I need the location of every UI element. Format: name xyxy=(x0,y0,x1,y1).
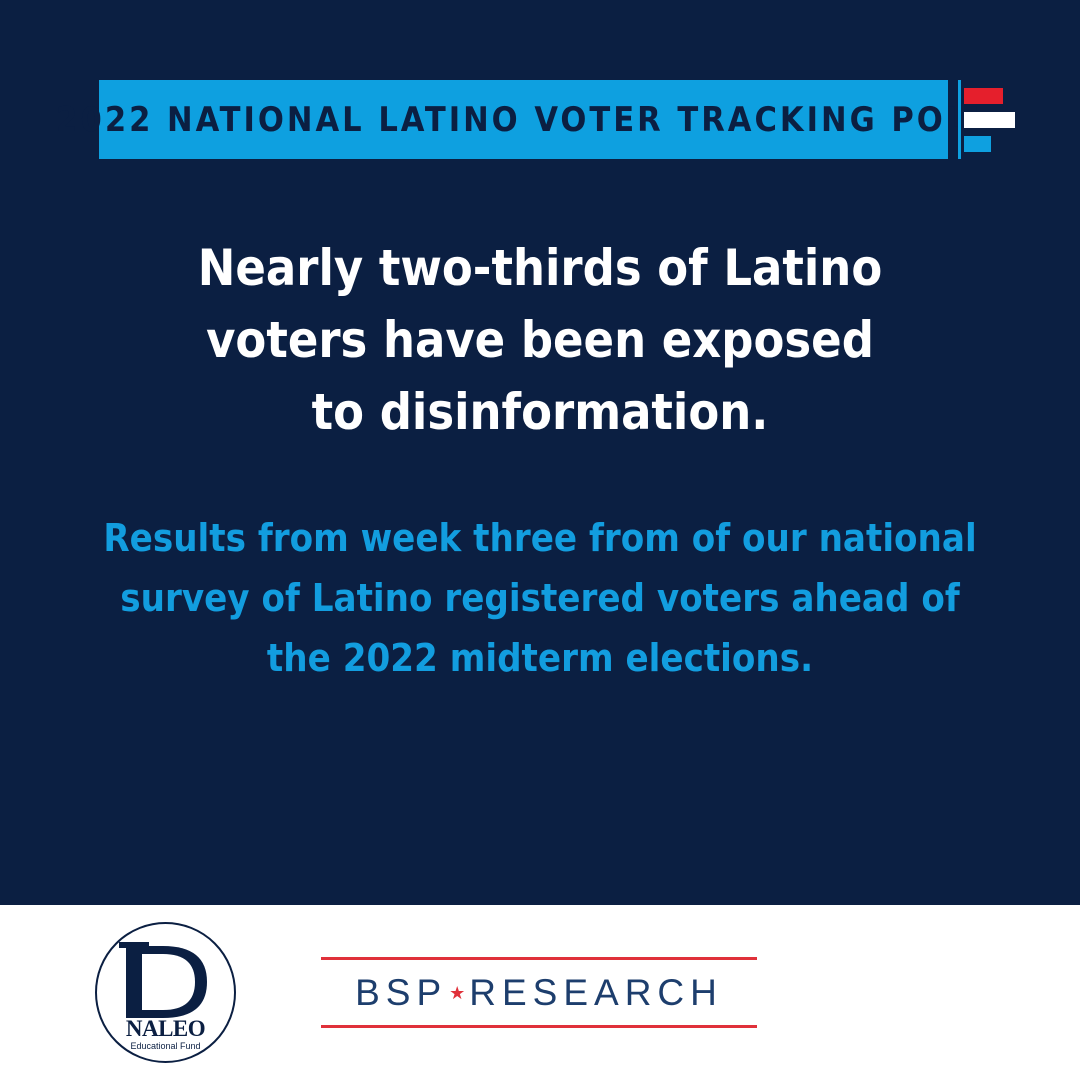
headline-line: to disinformation. xyxy=(311,383,769,441)
flag-stripe-white xyxy=(964,112,1015,128)
poll-title: 2022 NATIONAL LATINO VOTER TRACKING POLL xyxy=(56,99,991,140)
main-panel: 2022 NATIONAL LATINO VOTER TRACKING POLL… xyxy=(56,80,1015,688)
star-icon: ★ xyxy=(449,983,468,1003)
subtext-line: survey of Latino registered voters ahead… xyxy=(120,576,960,620)
bsp-rule-top xyxy=(321,957,757,960)
subtext-line: Results from week three from of our nati… xyxy=(103,516,977,560)
headline: Nearly two-thirds of Latino voters have … xyxy=(90,232,990,448)
flag-stripe-blue xyxy=(964,136,991,152)
bsp-rule-bottom xyxy=(321,1025,757,1028)
headline-line: voters have been exposed xyxy=(206,311,874,369)
headline-line: Nearly two-thirds of Latino xyxy=(197,239,883,297)
bsp-left-word: BSP xyxy=(355,972,448,1013)
flag-stripe-red xyxy=(964,88,1003,104)
logo-footer: NALEO Educational Fund BSP ★RESEARCH xyxy=(0,905,1080,1080)
naleo-logo: NALEO Educational Fund xyxy=(95,922,236,1063)
poll-title-banner: 2022 NATIONAL LATINO VOTER TRACKING POLL xyxy=(56,80,988,159)
naleo-subtitle: Educational Fund xyxy=(130,1041,201,1051)
bsp-wordmark: BSP ★RESEARCH xyxy=(321,972,757,1014)
subtext-line: the 2022 midterm elections. xyxy=(266,636,814,680)
naleo-emblem-icon xyxy=(119,942,207,1018)
naleo-name: NALEO xyxy=(125,1016,206,1041)
bsp-right-word: RESEARCH xyxy=(469,972,723,1013)
bsp-research-logo: BSP ★RESEARCH xyxy=(321,957,757,1028)
flag-divider xyxy=(958,80,961,159)
subtext: Results from week three from of our nati… xyxy=(90,508,990,688)
